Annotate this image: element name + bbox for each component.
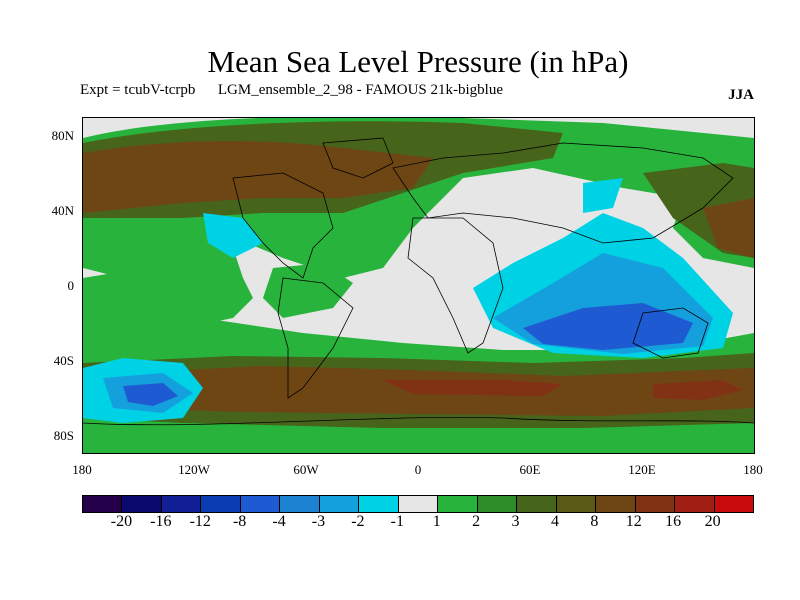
colorbar-swatch: [240, 496, 281, 512]
colorbar-swatch: [556, 496, 597, 512]
colorbar-swatch: [675, 496, 715, 512]
coastlines: [83, 137, 754, 426]
lon-label-60e: 60E: [519, 462, 541, 477]
colorbar-swatch: [161, 496, 202, 512]
colorbar-swatch: [359, 496, 399, 512]
colorbar-swatch: [280, 496, 320, 512]
colorbar-swatch: [319, 496, 360, 512]
colorbar-swatch: [517, 496, 557, 512]
colorbar-label: 2: [472, 513, 481, 530]
colorbar-swatch: [398, 496, 439, 512]
colorbar-label: -2: [351, 513, 365, 530]
colorbar-label: -4: [272, 513, 286, 530]
colorbar-label: -20: [110, 513, 133, 530]
colorbar-swatch: [477, 496, 518, 512]
colorbar-swatch: [83, 496, 123, 512]
colorbar-label: 20: [704, 513, 721, 530]
colorbar-swatch: [596, 496, 636, 512]
colorbar-label: -1: [390, 513, 404, 530]
colorbar-swatch: [438, 496, 478, 512]
lat-label-80n: 80N: [51, 128, 74, 143]
colorbar-label: 3: [511, 513, 520, 530]
colorbar-label: 12: [625, 513, 642, 530]
colorbar-label: -8: [232, 513, 247, 530]
lon-label-0: 0: [414, 462, 422, 477]
lat-label-40s: 40S: [53, 353, 74, 368]
lon-label-180w: 180: [72, 462, 92, 477]
colorbar-swatch: [635, 496, 676, 512]
colorbar-label: 4: [550, 513, 559, 530]
lon-label-120e: 120E: [628, 462, 656, 477]
colorbar-swatch: [201, 496, 241, 512]
colorbar-label: 8: [590, 513, 599, 530]
colorbar-label: 1: [432, 513, 441, 530]
lon-label-120w: 120W: [178, 462, 210, 477]
season-label: JJA: [728, 87, 754, 103]
colorbar-label: 16: [665, 513, 682, 530]
experiment-subtitle: Expt = tcubV-tcrpb LGM_ensemble_2_98 - F…: [80, 82, 504, 98]
colorbar-label: -3: [311, 513, 326, 530]
lon-label-60w: 60W: [293, 462, 319, 477]
colorbar-label: -12: [189, 513, 211, 530]
colorbar: [82, 495, 754, 513]
colorbar-label: -16: [150, 513, 172, 530]
map-title: Mean Sea Level Pressure (in hPa): [207, 44, 629, 79]
colorbar-swatch: [122, 496, 162, 512]
lon-label-180e: 180: [743, 462, 763, 477]
pressure-map: [82, 117, 755, 454]
lat-label-80s: 80S: [53, 428, 74, 443]
lat-label-equator: 0: [67, 278, 75, 293]
colorbar-swatch: [714, 496, 753, 512]
lat-label-40n: 40N: [51, 203, 74, 218]
